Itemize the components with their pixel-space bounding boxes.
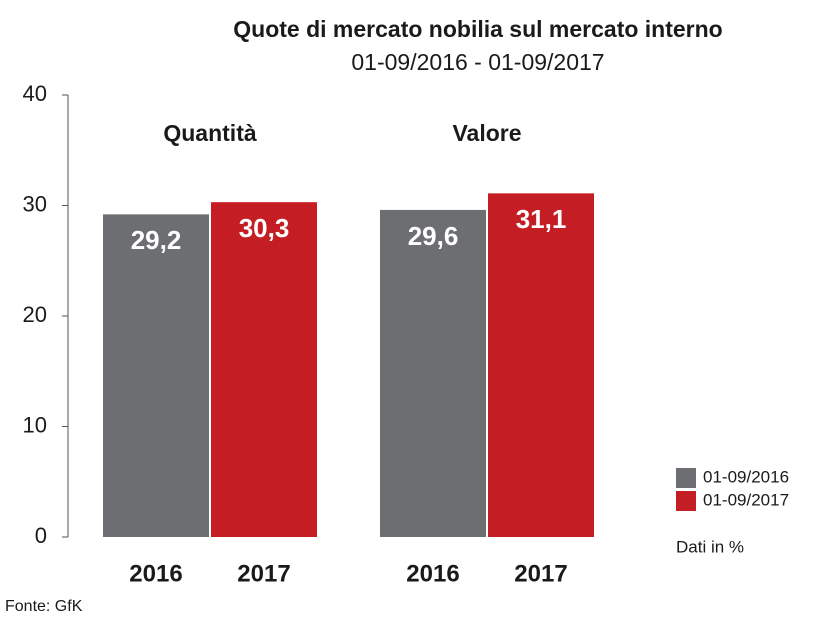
bar	[211, 202, 317, 537]
y-tick-label: 0	[35, 523, 47, 548]
value-label: 30,3	[239, 213, 290, 243]
value-label: 31,1	[516, 204, 567, 234]
y-tick-label: 40	[23, 81, 47, 106]
source: Fonte: GfK	[5, 598, 83, 615]
bar	[488, 193, 594, 537]
x-tick-label: 2016	[406, 560, 459, 587]
x-tick-label: 2017	[237, 560, 290, 587]
legend-swatch	[676, 491, 696, 511]
value-label: 29,2	[131, 225, 182, 255]
x-tick-label: 2016	[129, 560, 182, 587]
bar	[103, 214, 209, 537]
value-label: 29,6	[408, 221, 459, 251]
y-tick-label: 30	[23, 191, 47, 216]
x-tick-label: 2017	[514, 560, 567, 587]
chart-title: Quote di mercato nobilia sul mercato int…	[233, 16, 722, 42]
legend-swatch	[676, 468, 696, 488]
group-label: Valore	[452, 120, 521, 146]
chart-subtitle: 01-09/2016 - 01-09/2017	[351, 49, 604, 75]
y-tick-label: 20	[23, 302, 47, 327]
y-tick-label: 10	[23, 412, 47, 437]
group-label: Quantità	[163, 120, 256, 146]
bar	[380, 209, 486, 538]
legend-label: 01-09/2016	[703, 467, 789, 486]
note: Dati in %	[676, 537, 744, 556]
legend-label: 01-09/2017	[703, 490, 789, 509]
